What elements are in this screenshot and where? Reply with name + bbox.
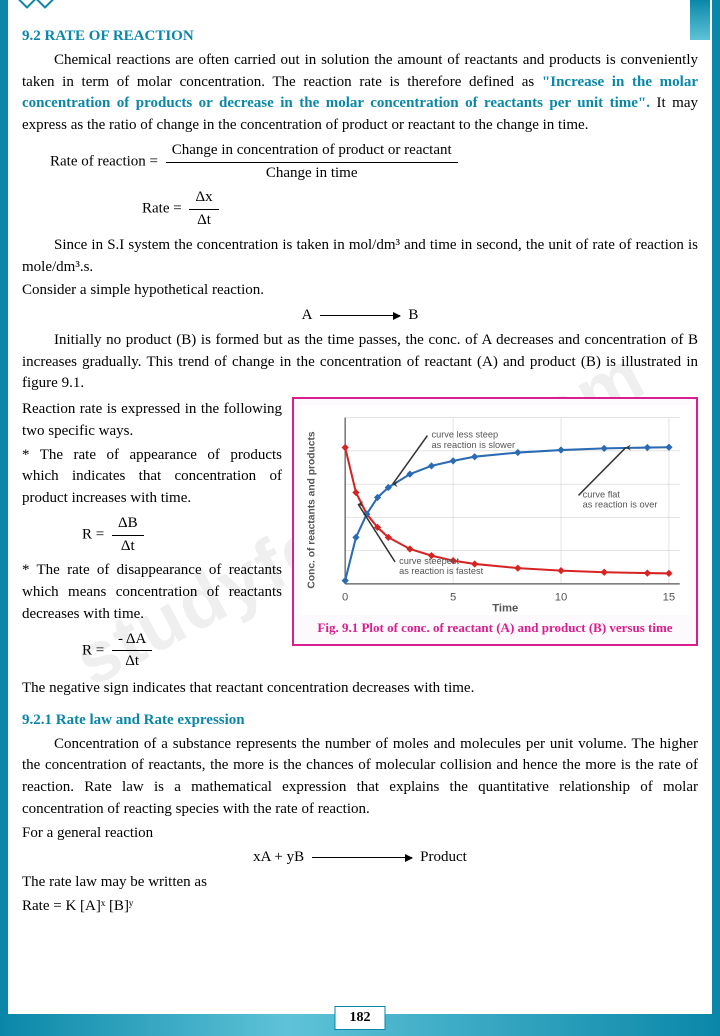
fig-caption: Fig. 9.1 Plot of conc. of reactant (A) a… — [300, 619, 690, 638]
reaction-general: xA + yBProduct — [22, 847, 698, 869]
figure-9-1: 0 5 10 15 Time Conc. of reactants and product… — [292, 397, 698, 646]
para-1: Chemical reactions are often carried out… — [22, 50, 698, 137]
para-6: * The rate of appearance of products whi… — [22, 445, 282, 510]
svg-text:curve flat: curve flat — [583, 489, 621, 499]
svg-text:0: 0 — [342, 591, 348, 603]
para-8: The negative sign indicates that reactan… — [22, 678, 698, 700]
svg-text:as reaction is over: as reaction is over — [583, 500, 658, 510]
para-12: Rate = K [A]ˣ [B]ʸ — [22, 896, 698, 918]
para-10: For a general reaction — [22, 823, 698, 845]
para-11: The rate law may be written as — [22, 872, 698, 894]
svg-text:10: 10 — [555, 591, 568, 603]
svg-text:curve less steep: curve less steep — [432, 430, 499, 440]
svg-text:as reaction is slower: as reaction is slower — [432, 440, 516, 450]
page-number: 182 — [335, 1006, 386, 1030]
section-heading: 9.2 RATE OF REACTION — [22, 26, 698, 48]
para-9: Concentration of a substance represents … — [22, 734, 698, 821]
subsection-heading: 9.2.1 Rate law and Rate expression — [22, 710, 698, 732]
para-7: * The rate of disappearance of reactants… — [22, 560, 282, 625]
page-content: 9.2 RATE OF REACTION Chemical reactions … — [0, 0, 720, 928]
svg-text:Time: Time — [492, 603, 518, 615]
para-5: Reaction rate is expressed in the follow… — [22, 399, 282, 443]
svg-text:5: 5 — [450, 591, 456, 603]
svg-text:curve steepest: curve steepest — [399, 556, 459, 566]
eq-rate-def: Rate of reaction = Change in concentrati… — [50, 140, 698, 185]
chart-svg: 0 5 10 15 Time Conc. of reactants and product… — [300, 405, 690, 615]
para-4: Initially no product (B) is formed but a… — [22, 330, 698, 395]
eq-ra: R = - ΔAΔt — [82, 629, 282, 674]
eq-rate-dx: Rate = ΔxΔt — [142, 187, 698, 232]
svg-text:Conc. of reactants and product: Conc. of reactants and products — [306, 431, 317, 588]
para-2: Since in S.I system the concentration is… — [22, 235, 698, 279]
para-3: Consider a simple hypothetical reaction. — [22, 280, 698, 302]
eq-rb: R = ΔBΔt — [82, 513, 282, 558]
svg-text:as reaction is fastest: as reaction is fastest — [399, 566, 483, 576]
svg-text:15: 15 — [663, 591, 676, 603]
reaction-ab: AB — [22, 305, 698, 327]
